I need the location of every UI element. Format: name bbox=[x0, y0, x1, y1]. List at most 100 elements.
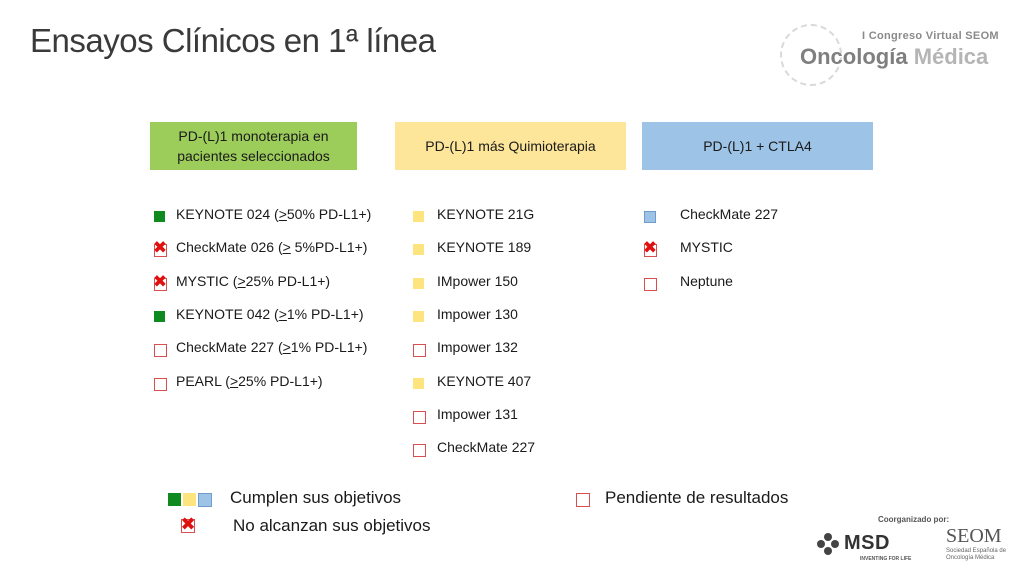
success-square-icon bbox=[154, 310, 165, 322]
trial-label-u: > bbox=[278, 206, 287, 222]
success-square-icon bbox=[413, 310, 424, 322]
legend-green-square-icon bbox=[168, 493, 181, 506]
legend-red-x-icon: ✖ bbox=[180, 514, 196, 534]
trial-label-post: 5%PD-L1+) bbox=[290, 239, 368, 256]
trial-label: KEYNOTE 024 (>50% PD-L1+) bbox=[176, 206, 371, 222]
success-square-icon bbox=[413, 277, 424, 289]
seom-logo: SEOM Sociedad Española de Oncología Médi… bbox=[946, 525, 1016, 562]
slide-title: Ensayos Clínicos en 1ª línea bbox=[30, 22, 436, 59]
legend-yellow-square-icon bbox=[183, 493, 196, 506]
trial-label-post: 1% PD-L1+) bbox=[290, 339, 368, 356]
logo-wordmark: Oncología Médica bbox=[800, 44, 988, 70]
legend-fail-box-icon bbox=[181, 519, 195, 533]
trial-label-u: > bbox=[282, 339, 291, 356]
trial-label-post: 25% PD-L1+) bbox=[238, 372, 323, 389]
pending-box-icon bbox=[644, 277, 657, 291]
red-x-icon: ✖ bbox=[642, 238, 658, 258]
trial-label-pre: Impower 130 bbox=[437, 305, 518, 322]
trial-label-pre: Impower 132 bbox=[437, 339, 518, 356]
trial-label-u: > bbox=[282, 239, 291, 256]
trial-label-pre: CheckMate 227 bbox=[680, 206, 779, 222]
legend-success-label: Cumplen sus objetivos bbox=[230, 488, 402, 507]
trial-item: CheckMate 227 bbox=[644, 206, 884, 226]
fail-box-icon bbox=[154, 277, 167, 291]
legend-fail-label: No alcanzan sus objetivos bbox=[233, 516, 431, 535]
trial-item: KEYNOTE 21G bbox=[413, 206, 653, 226]
success-square-icon bbox=[413, 377, 424, 389]
trial-label: KEYNOTE 042 (>1% PD-L1+) bbox=[176, 306, 364, 322]
red-x-icon: ✖ bbox=[152, 238, 168, 258]
seom-name: SEOM bbox=[946, 525, 1002, 547]
msd-logo: MSD INVENTING FOR LIFE bbox=[816, 530, 926, 562]
trial-label-pre: PEARL ( bbox=[176, 372, 230, 389]
trial-label: CheckMate 227 bbox=[680, 206, 778, 222]
trial-label: MYSTIC (>25% PD-L1+) bbox=[176, 273, 330, 289]
trial-item: KEYNOTE 042 (>1% PD-L1+) bbox=[154, 306, 394, 326]
logo-word-oncologia: Oncología bbox=[800, 44, 908, 69]
trial-item: Impower 130 bbox=[413, 306, 653, 326]
trial-label-pre: KEYNOTE 024 ( bbox=[176, 206, 279, 222]
trial-label-pre: CheckMate 227 bbox=[437, 439, 536, 456]
success-square-icon bbox=[644, 211, 656, 223]
trial-label: Impower 132 bbox=[437, 339, 518, 355]
trial-item: KEYNOTE 024 (>50% PD-L1+) bbox=[154, 206, 394, 226]
trial-item: CheckMate 227 bbox=[413, 439, 653, 459]
trial-item: Neptune bbox=[644, 273, 884, 293]
trial-label-pre: CheckMate 227 ( bbox=[176, 339, 283, 356]
pending-box-icon bbox=[413, 444, 426, 458]
trial-label: IMpower 150 bbox=[437, 273, 518, 289]
trial-item: CheckMate 227 (>1% PD-L1+) bbox=[154, 339, 394, 359]
logo-congress-text: I Congreso Virtual SEOM bbox=[862, 30, 999, 42]
trial-label: MYSTIC bbox=[680, 239, 733, 255]
trial-item: ✖ MYSTIC bbox=[642, 238, 884, 259]
pending-box-icon bbox=[154, 377, 167, 391]
trial-item: IMpower 150 bbox=[413, 273, 653, 293]
msd-symbol-icon bbox=[817, 533, 839, 555]
trial-label-pre: KEYNOTE 189 bbox=[437, 239, 532, 256]
trial-label-pre: KEYNOTE 407 bbox=[437, 372, 532, 389]
column-header-ctla4: PD-(L)1 + CTLA4 bbox=[642, 122, 873, 170]
trial-label-pre: Neptune bbox=[680, 272, 733, 289]
trial-label-u: > bbox=[237, 272, 246, 289]
trial-label: KEYNOTE 407 bbox=[437, 373, 531, 389]
trial-label-pre: MYSTIC bbox=[680, 239, 733, 256]
success-square-icon bbox=[413, 211, 424, 222]
trial-label-post: 25% PD-L1+) bbox=[245, 272, 331, 289]
trial-label-u: > bbox=[278, 305, 287, 322]
trial-label-pre: Impower 131 bbox=[437, 405, 518, 422]
msd-tagline: INVENTING FOR LIFE bbox=[860, 556, 912, 562]
trial-label-post: 1% PD-L1+) bbox=[286, 305, 364, 322]
trial-item: Impower 132 bbox=[413, 339, 653, 359]
trial-label: PEARL (>25% PD-L1+) bbox=[176, 373, 323, 389]
trial-label-pre: IMpower 150 bbox=[437, 272, 518, 289]
trial-label-pre: MYSTIC ( bbox=[176, 272, 238, 289]
trial-label: Impower 131 bbox=[437, 406, 518, 422]
trial-label: CheckMate 026 (> 5%PD-L1+) bbox=[176, 239, 367, 255]
congress-logo: I Congreso Virtual SEOM Oncología Médica bbox=[780, 22, 1010, 92]
trial-label-u: > bbox=[229, 372, 239, 389]
pending-box-icon bbox=[413, 410, 426, 424]
legend-pending-box-icon bbox=[576, 493, 590, 507]
success-square-icon bbox=[413, 244, 424, 256]
trial-label: KEYNOTE 189 bbox=[437, 239, 531, 255]
pending-box-icon bbox=[413, 344, 426, 358]
trial-item: KEYNOTE 189 bbox=[413, 239, 653, 259]
msd-name: MSD bbox=[844, 532, 890, 554]
trial-label: Impower 130 bbox=[437, 306, 518, 322]
legend-blue-square-icon bbox=[198, 493, 212, 507]
pending-box-icon bbox=[154, 344, 167, 358]
trial-label-pre: KEYNOTE 21G bbox=[437, 206, 535, 222]
fail-box-icon bbox=[154, 244, 167, 258]
trial-label: CheckMate 227 bbox=[437, 439, 535, 455]
legend-pending-label: Pendiente de resultados bbox=[605, 488, 789, 507]
red-x-icon: ✖ bbox=[152, 271, 168, 291]
trial-label: Neptune bbox=[680, 273, 733, 289]
column-header-chemo: PD-(L)1 más Quimioterapia bbox=[395, 122, 626, 170]
trial-item: ✖ MYSTIC (>25% PD-L1+) bbox=[152, 271, 394, 293]
trial-item: ✖ CheckMate 026 (> 5%PD-L1+) bbox=[152, 238, 394, 259]
coorganized-label: Coorganizado por: bbox=[878, 515, 950, 524]
logo-ring-icon bbox=[780, 24, 842, 86]
logo-word-medica: Médica bbox=[913, 44, 989, 69]
column-header-monotherapy: PD-(L)1 monoterapia en pacientes selecci… bbox=[150, 122, 357, 170]
trial-label: KEYNOTE 21G bbox=[437, 206, 534, 222]
